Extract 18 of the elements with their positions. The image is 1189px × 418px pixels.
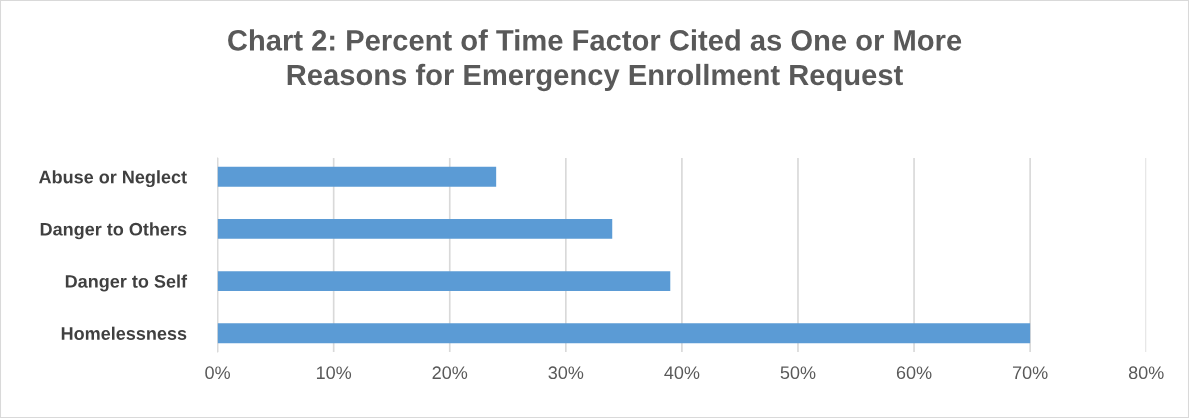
x-tick-label: 10%: [316, 366, 352, 380]
x-tick-label: 30%: [548, 366, 584, 380]
x-tick-label: 50%: [780, 366, 816, 380]
bar: [217, 271, 671, 291]
bar: [217, 218, 613, 239]
y-tick-label: Danger to Self: [65, 274, 188, 292]
x-tick-label: 20%: [432, 366, 468, 380]
y-tick-label: Abuse or Neglect: [39, 170, 187, 188]
y-tick-label: Homelessness: [61, 326, 187, 340]
x-tick-label: 40%: [664, 366, 700, 380]
y-tick-label: Danger to Others: [40, 222, 187, 240]
x-tick-label: 0%: [205, 366, 230, 380]
x-tick-label: 60%: [896, 366, 932, 380]
bar: [217, 323, 1031, 344]
x-tick-label: 70%: [1012, 366, 1048, 380]
bar: [217, 166, 497, 187]
x-tick-label: 80%: [1128, 366, 1164, 380]
chart-title: Chart 2: Percent of Time Factor Cited as One or More Reasons for Emergency Enrollment Request: [228, 29, 962, 92]
